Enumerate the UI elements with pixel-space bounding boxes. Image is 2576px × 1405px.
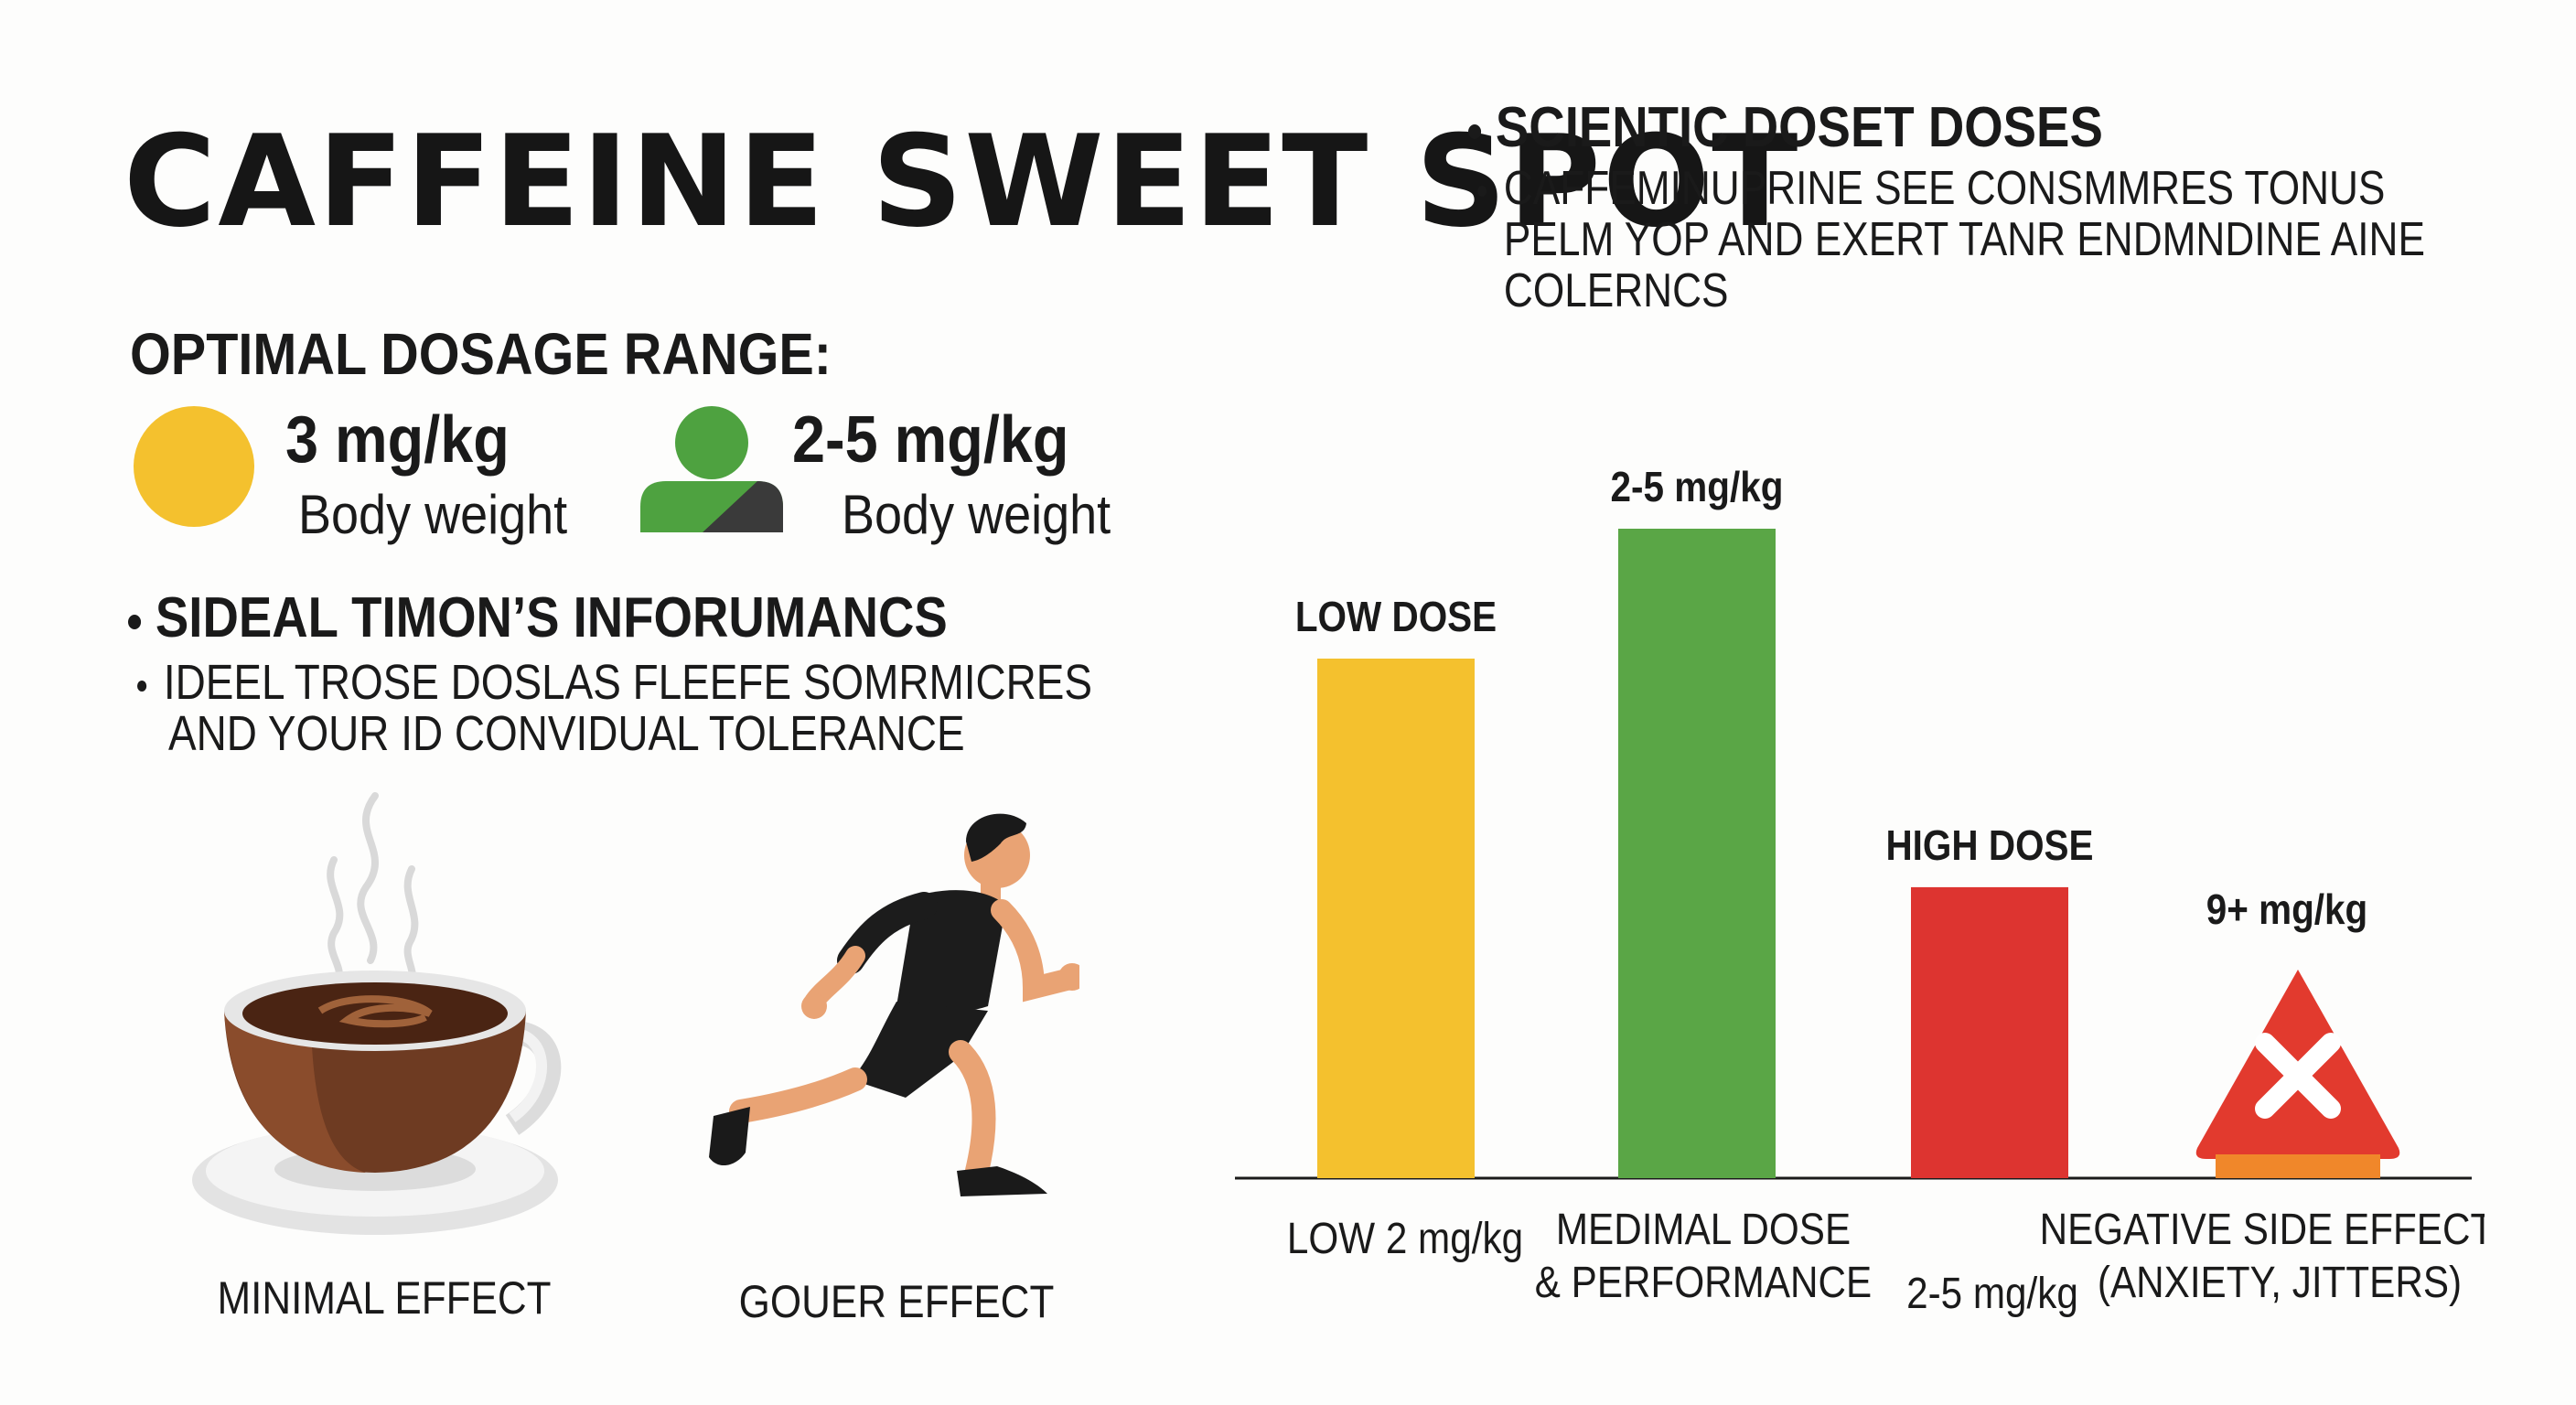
ideal-heading: SIDEAL TIMON’S INFORUMANCS: [128, 585, 948, 650]
chart-bar: [1618, 529, 1776, 1178]
scientific-line: CAFFEMINUPRINE SEE CONSMMRES TONUS: [1503, 162, 2386, 215]
ideal-heading-text: SIDEAL TIMON’S INFORUMANCS: [155, 586, 948, 649]
scientific-line: PELM YOP AND EXERT TANR ENDMNDINE AINE: [1503, 213, 2425, 266]
bullet-icon: [137, 680, 147, 692]
optimal-heading: OPTIMAL DOSAGE RANGE:: [130, 321, 832, 387]
warning-x-icon: [2195, 970, 2400, 1178]
dose-bar-chart: LOW DOSE 2-5 mg/kg HIGH DOSE 9+ mg/kg LOW 2 …: [1235, 465, 2485, 1318]
scientific-line: COLERNCS: [1503, 264, 1729, 317]
yellow-circle-icon: [134, 406, 254, 527]
dose-value-2: 2-5 mg/kg: [792, 403, 1069, 477]
bar-top-label: HIGH DOSE: [1885, 823, 2093, 870]
chart-bar: [1911, 886, 2068, 1178]
dose-value-1: 3 mg/kg: [285, 403, 510, 477]
bullet-icon: [128, 614, 142, 629]
axis-label: MEDIMAL DOSE: [1556, 1204, 1851, 1253]
axis-label: NEGATIVE SIDE EFFECTS: [2040, 1204, 2485, 1253]
bullet-icon: [1477, 186, 1487, 198]
bar-top-label: 2-5 mg/kg: [1611, 465, 1784, 511]
runner-caption: GOUER EFFECT: [738, 1276, 1055, 1327]
axis-label: & PERFORMANCE: [1535, 1257, 1872, 1306]
coffee-caption: MINIMAL EFFECT: [217, 1272, 552, 1324]
bar-top-label: 9+ mg/kg: [2206, 887, 2368, 934]
chart-bar: [1317, 659, 1475, 1178]
dose-sub-1: Body weight: [298, 484, 568, 545]
dose-sub-2: Body weight: [842, 484, 1111, 545]
scientific-heading: SCIENTIC DOSET DOSES: [1468, 95, 2103, 160]
scientific-body: CAFFEMINUPRINE SEE CONSMMRES TONUS PELM …: [1477, 163, 2425, 316]
ideal-body: IDEEL TROSE DOSLAS FLEEFE SOMRMICRES AND…: [137, 657, 1092, 759]
bullet-icon: [1468, 123, 1482, 139]
person-icon: [640, 406, 783, 532]
coffee-cup-icon: [192, 792, 562, 1235]
axis-label: LOW 2 mg/kg: [1287, 1213, 1523, 1262]
page-title: CAFFEINE SWEET SPOT: [123, 108, 1800, 255]
scientific-heading-text: SCIENTIC DOSET DOSES: [1495, 96, 2103, 159]
ideal-line: AND YOUR ID CONVIDUAL TOLERANCE: [168, 706, 965, 761]
runner-icon: [709, 813, 1079, 1196]
bar-top-label: LOW DOSE: [1295, 595, 1497, 641]
axis-label: (ANXIETY, JITTERS): [2098, 1257, 2462, 1306]
ideal-line: IDEEL TROSE DOSLAS FLEEFE SOMRMICRES: [163, 655, 1093, 710]
axis-label: 2-5 mg/kg: [1906, 1268, 2078, 1317]
